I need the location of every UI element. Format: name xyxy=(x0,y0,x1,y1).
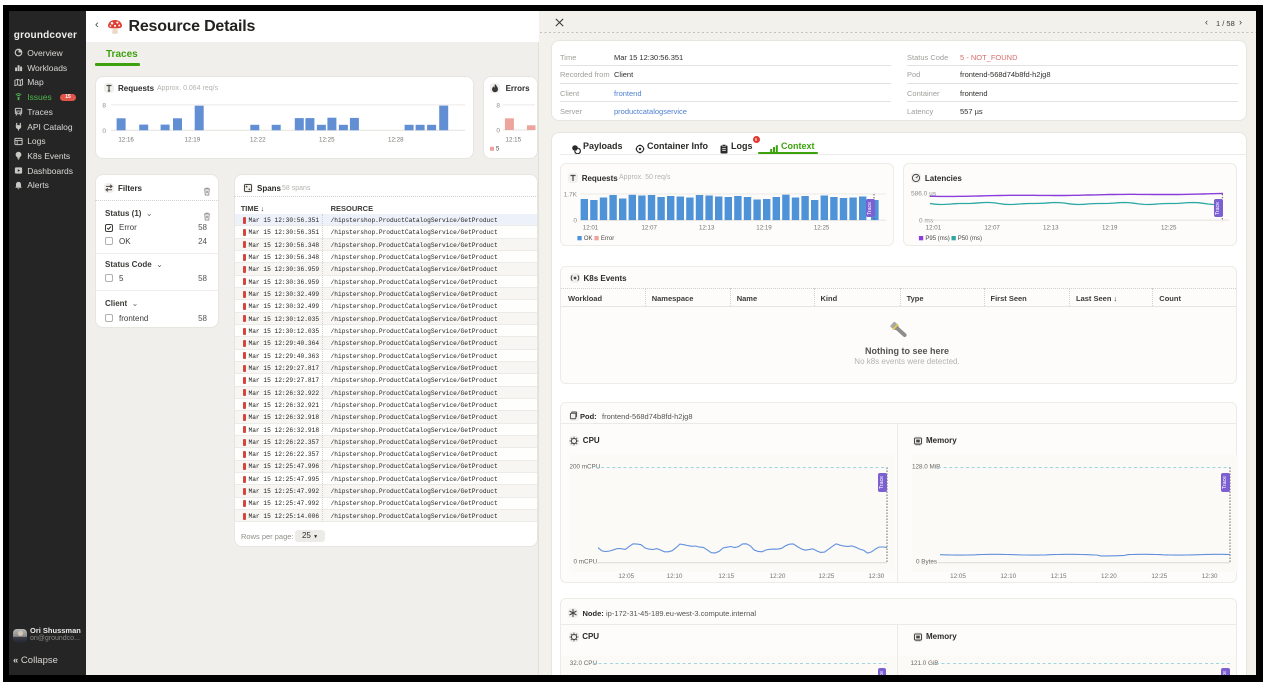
svg-text:12:19: 12:19 xyxy=(1102,225,1118,232)
svg-text:12:01: 12:01 xyxy=(583,225,599,232)
svg-text:12:07: 12:07 xyxy=(984,225,1000,232)
svg-text:12:15: 12:15 xyxy=(1051,573,1067,580)
svg-text:12:19: 12:19 xyxy=(185,137,201,144)
svg-text:12:15: 12:15 xyxy=(506,137,522,144)
svg-text:12:15: 12:15 xyxy=(718,573,734,580)
svg-text:12:25: 12:25 xyxy=(1151,573,1167,580)
svg-text:12:13: 12:13 xyxy=(699,225,715,232)
svg-text:0 ms: 0 ms xyxy=(919,218,934,225)
svg-text:128.0 MiB: 128.0 MiB xyxy=(912,464,940,471)
svg-text:12:16: 12:16 xyxy=(118,137,134,144)
svg-text:200 mCPU: 200 mCPU xyxy=(570,464,601,471)
svg-text:12:13: 12:13 xyxy=(1043,225,1059,232)
svg-text:0: 0 xyxy=(102,128,106,135)
svg-text:12:05: 12:05 xyxy=(618,573,634,580)
svg-text:5: 5 xyxy=(496,147,500,153)
svg-text:12:30: 12:30 xyxy=(869,573,885,580)
svg-text:0: 0 xyxy=(496,128,500,135)
svg-text:12:10: 12:10 xyxy=(667,573,683,580)
svg-text:12:20: 12:20 xyxy=(770,573,786,580)
svg-text:12:19: 12:19 xyxy=(756,225,772,232)
svg-text:586.0 µs: 586.0 µs xyxy=(911,191,937,198)
svg-text:12:10: 12:10 xyxy=(1000,573,1016,580)
svg-text:8: 8 xyxy=(496,103,500,110)
svg-text:Error: Error xyxy=(601,236,614,242)
svg-text:0 Bytes: 0 Bytes xyxy=(916,559,937,566)
svg-text:8: 8 xyxy=(102,103,106,110)
svg-text:12:25: 12:25 xyxy=(1161,225,1177,232)
svg-text:12:25: 12:25 xyxy=(819,573,835,580)
svg-text:1.7K: 1.7K xyxy=(564,192,578,199)
svg-text:12:28: 12:28 xyxy=(388,137,404,144)
svg-text:12:25: 12:25 xyxy=(319,137,335,144)
svg-text:P95 (ms): P95 (ms) xyxy=(925,236,949,242)
svg-text:12:22: 12:22 xyxy=(250,137,266,144)
svg-text:12:20: 12:20 xyxy=(1101,573,1117,580)
svg-text:P50 (ms): P50 (ms) xyxy=(958,236,982,242)
svg-text:12:01: 12:01 xyxy=(926,225,942,232)
svg-text:12:05: 12:05 xyxy=(950,573,966,580)
svg-text:OK: OK xyxy=(584,236,593,242)
svg-text:0: 0 xyxy=(573,218,577,225)
svg-text:12:25: 12:25 xyxy=(814,225,830,232)
svg-text:0 mCPU: 0 mCPU xyxy=(574,559,598,566)
svg-text:12:30: 12:30 xyxy=(1202,573,1218,580)
svg-text:12:07: 12:07 xyxy=(641,225,657,232)
